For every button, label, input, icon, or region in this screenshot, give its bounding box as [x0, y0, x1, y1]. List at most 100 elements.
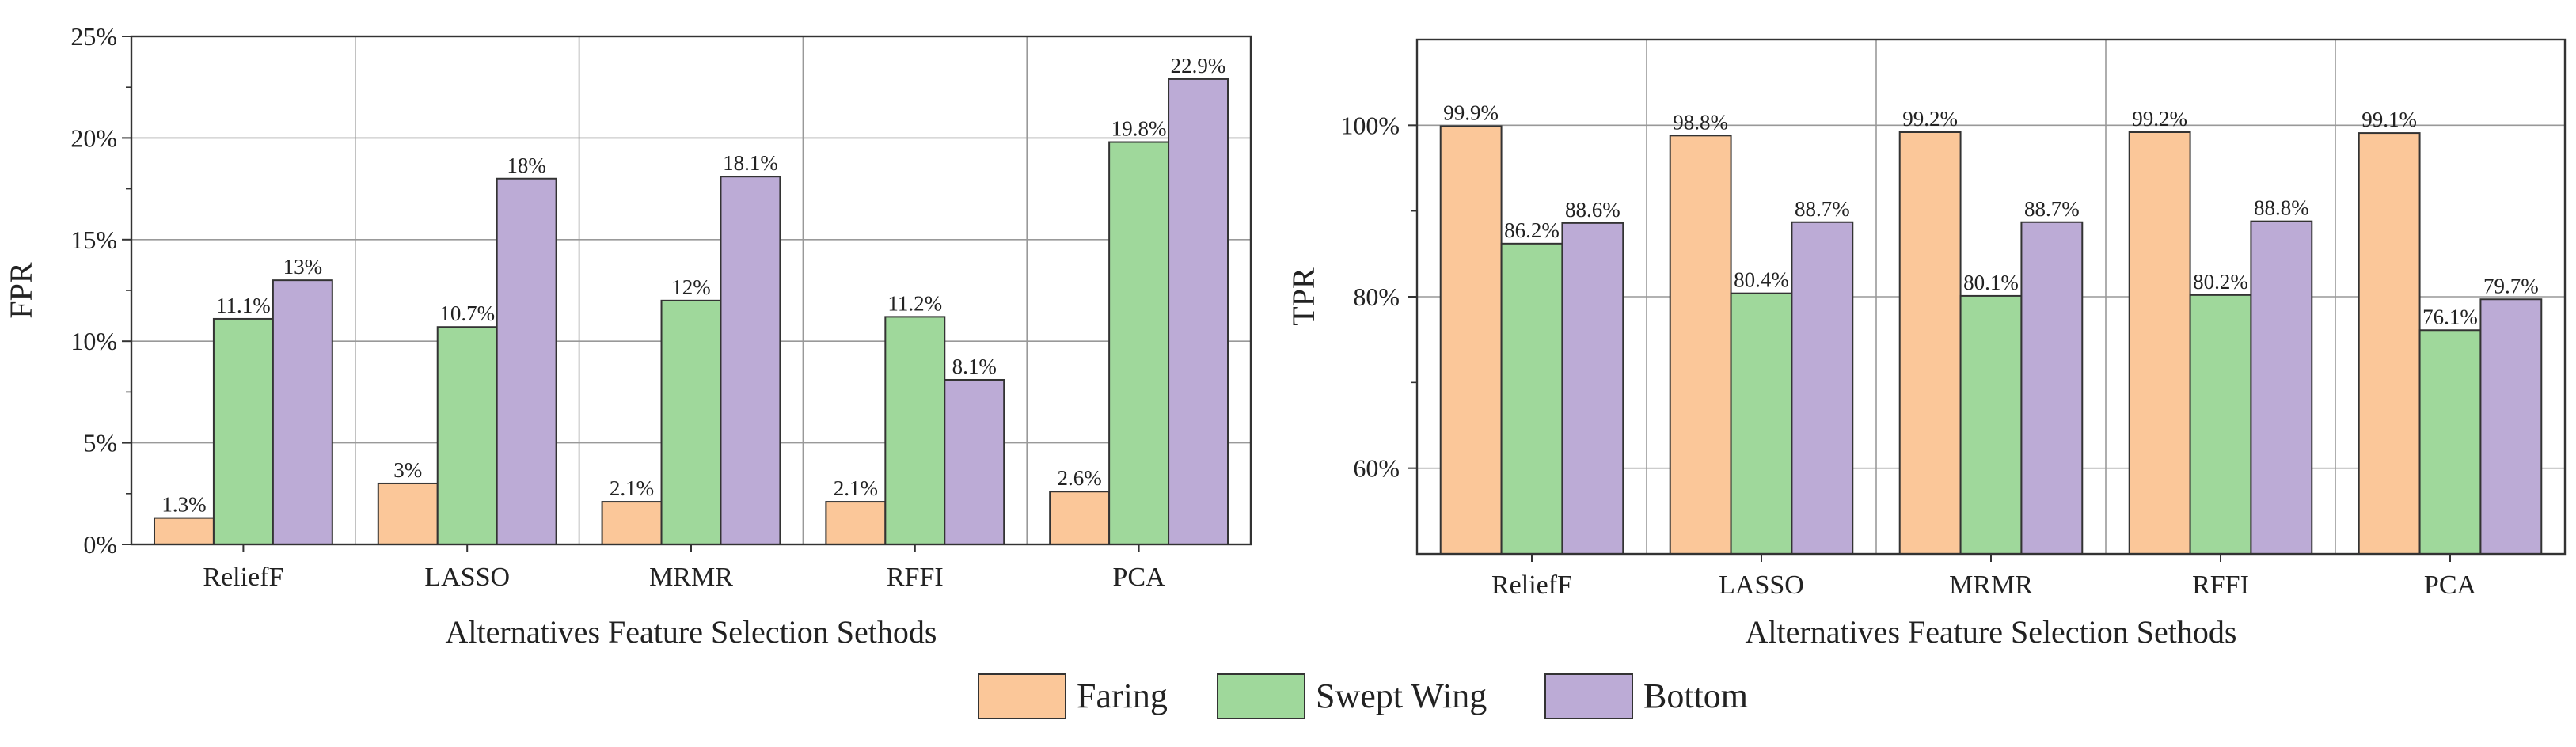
bar-bottom-pca [1168, 78, 1229, 546]
data-label: 80.1% [1963, 271, 2019, 294]
data-label: 1.3% [161, 493, 206, 517]
bar-swept-wing-mrmr [660, 299, 722, 545]
data-label: 88.8% [2254, 196, 2309, 220]
x-tick-label: MRMR [1949, 571, 2033, 600]
plot-frame [1415, 38, 2567, 556]
x-tick-label: PCA [2424, 571, 2477, 600]
bar-faring-relieff [153, 517, 215, 546]
x-tick-label: ReliefF [1491, 571, 1572, 600]
legend-label: Swept Wing [1316, 677, 1487, 715]
x-axis-title: Alternatives Feature Selection Sethods [446, 614, 937, 650]
bar-bottom-mrmr [720, 176, 781, 546]
tpr-chart: 60% 80% 100% 99.9% 98.8% 99.2% 99.2% 99.1% 86.2%… [1286, 38, 2567, 650]
x-tick-label: PCA [1113, 563, 1166, 592]
y-tick-label: 5% [83, 429, 117, 457]
bar-swept-wing-mrmr [1959, 294, 2023, 555]
legend-swatch [1217, 673, 1305, 719]
bar-swept-wing-pca [2418, 329, 2482, 555]
y-axis-title: TPR [1286, 267, 1321, 326]
data-label: 3% [393, 458, 422, 482]
bar-faring-relieff [1439, 125, 1503, 555]
data-label: 79.7% [2483, 274, 2539, 298]
data-label: 22.9% [1171, 54, 1226, 78]
fpr-chart: 0%5%10%15%20%25%1.3%3%2.1% 2.1% 2.6%11.1% 1… [3, 22, 1252, 650]
bar-bottom-lasso [1791, 221, 1854, 555]
data-label: 2.6% [1058, 466, 1102, 490]
data-label: 12% [671, 275, 711, 299]
data-label: 88.7% [1795, 197, 1850, 221]
data-label: 11.1% [216, 294, 271, 317]
legend-item-swept-wing: Swept Wing [1217, 673, 1487, 719]
data-label: 11.2% [887, 291, 942, 315]
bar-swept-wing-relieff [212, 317, 274, 545]
legend-item-bottom: Bottom [1544, 673, 1748, 719]
legend-label: Bottom [1643, 677, 1748, 715]
series-swept-wing: 86.2% 80.4% 80.1% 80.2% 76.1% [1500, 218, 2482, 555]
bar-faring-pca [2358, 132, 2421, 556]
data-label: 2.1% [834, 476, 878, 500]
data-label: 10.7% [439, 301, 495, 325]
bar-bottom-rffi [2250, 220, 2313, 555]
x-tick-label: ReliefF [203, 563, 283, 592]
plot-frame [130, 35, 1252, 546]
y-tick-label: 0% [83, 530, 117, 559]
data-label: 98.8% [1673, 110, 1728, 134]
y-tick-label: 15% [70, 226, 117, 254]
data-label: 18.1% [723, 151, 778, 175]
bar-bottom-lasso [496, 177, 557, 545]
y-tick-label: 80% [1353, 282, 1400, 311]
bar-bottom-rffi [944, 378, 1005, 545]
bar-swept-wing-rffi [884, 316, 946, 545]
bar-bottom-relieff [272, 279, 333, 545]
data-label: 76.1% [2422, 305, 2478, 328]
bar-faring-lasso [1669, 135, 1732, 556]
y-tick-label: 20% [70, 123, 117, 152]
data-label: 8.1% [952, 355, 997, 378]
data-label: 13% [283, 255, 323, 279]
data-label: 88.6% [1565, 198, 1620, 222]
bar-swept-wing-relieff [1500, 242, 1563, 555]
x-tick-label: LASSO [424, 563, 510, 592]
data-label: 18% [507, 154, 546, 177]
x-axis-title: Alternatives Feature Selection Sethods [1746, 614, 2237, 650]
data-label: 88.7% [2024, 197, 2080, 221]
legend-swatch [1544, 673, 1633, 719]
x-tick-label: RFFI [2192, 571, 2249, 600]
legend-swatch [978, 673, 1066, 719]
y-tick-label: 10% [70, 327, 117, 355]
x-tick-label: RFFI [887, 563, 944, 592]
data-label: 99.1% [2361, 108, 2417, 131]
data-label: 19.8% [1111, 117, 1167, 141]
y-tick-label: 100% [1340, 111, 1400, 139]
data-label: 99.9% [1443, 100, 1499, 124]
data-label: 80.2% [2193, 270, 2248, 294]
bar-faring-lasso [377, 482, 439, 546]
data-label: 86.2% [1504, 218, 1560, 242]
x-tick-label: LASSO [1719, 571, 1804, 600]
series-bottom: 13% 18% 18.1% 8.1% 22.9% [272, 54, 1229, 546]
legend: Faring Swept Wing Bottom [978, 673, 1748, 719]
x-tick-label: MRMR [649, 563, 733, 592]
data-label: 2.1% [610, 476, 654, 500]
bar-faring-rffi [825, 501, 887, 546]
bar-swept-wing-pca [1108, 141, 1170, 545]
bar-bottom-mrmr [2020, 221, 2084, 555]
bar-swept-wing-lasso [1730, 292, 1793, 555]
data-label: 99.2% [1902, 107, 1958, 131]
bar-swept-wing-rffi [2189, 294, 2252, 555]
y-tick-label: 60% [1353, 454, 1400, 483]
bar-bottom-relieff [1561, 222, 1624, 555]
bar-faring-rffi [2128, 131, 2191, 555]
bar-swept-wing-lasso [436, 326, 498, 545]
legend-item-faring: Faring [978, 673, 1168, 719]
data-label: 99.2% [2132, 107, 2187, 131]
bar-bottom-pca [2479, 298, 2543, 555]
legend-label: Faring [1077, 677, 1168, 715]
y-axis-title: FPR [3, 262, 39, 318]
data-label: 80.4% [1734, 268, 1789, 292]
series-swept-wing: 11.1% 10.7% 12% 11.2% 19.8% [212, 117, 1170, 545]
bar-faring-mrmr [601, 501, 663, 546]
bar-faring-pca [1049, 491, 1111, 545]
